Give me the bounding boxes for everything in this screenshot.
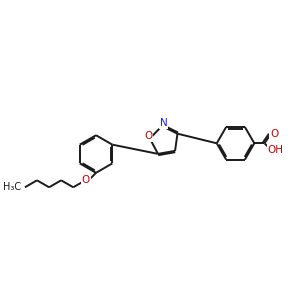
Text: O: O [144,131,152,141]
Text: OH: OH [268,145,284,155]
Text: O: O [270,129,278,139]
Text: H₃C: H₃C [3,182,21,192]
Text: O: O [82,175,90,185]
Text: N: N [160,118,167,128]
